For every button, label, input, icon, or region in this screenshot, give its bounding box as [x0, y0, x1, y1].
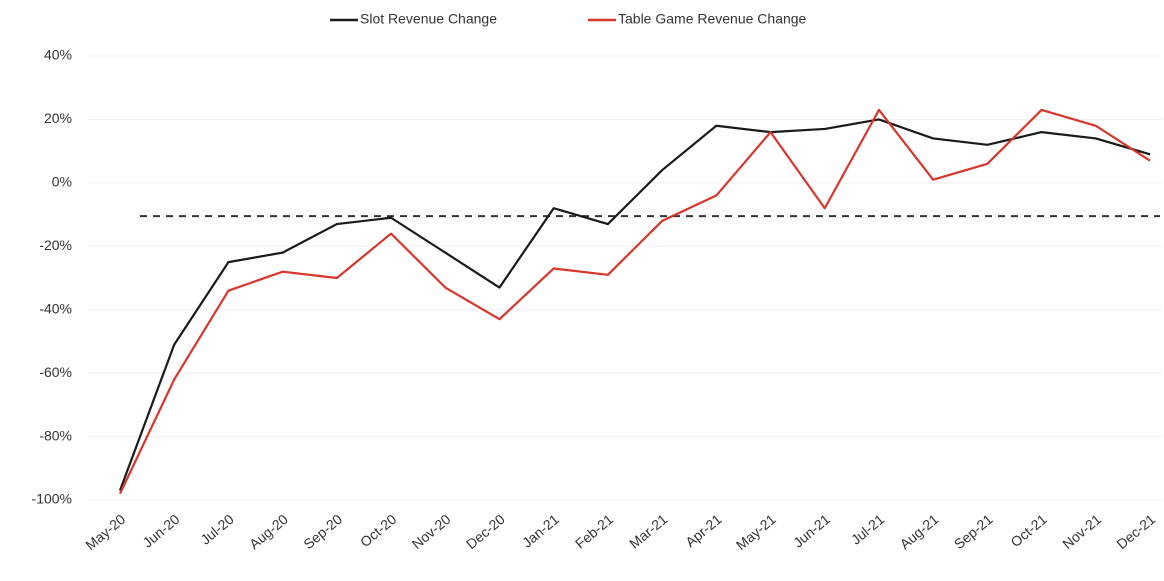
y-tick-label: -60%: [39, 364, 72, 380]
x-tick-label: Aug-20: [246, 511, 291, 552]
x-tick-label: Oct-20: [357, 511, 400, 550]
x-tick-label: Sep-21: [951, 511, 996, 552]
x-tick-label: Sep-20: [300, 511, 345, 552]
y-tick-label: -100%: [32, 491, 72, 507]
x-tick-label: Jan-21: [519, 511, 562, 551]
x-tick-label: Feb-21: [572, 511, 616, 552]
legend-label: Table Game Revenue Change: [618, 11, 807, 27]
series-line: [118, 118, 1151, 491]
x-tick-label: Mar-21: [626, 511, 670, 552]
x-tick-label: Dec-20: [463, 511, 508, 552]
x-tick-label: Nov-20: [409, 511, 454, 552]
x-tick-label: Jun-20: [139, 511, 182, 551]
x-tick-label: Jul-21: [848, 511, 888, 548]
x-tick-label: Jul-20: [197, 511, 237, 548]
x-tick-label: Nov-21: [1059, 511, 1104, 552]
y-tick-label: 20%: [44, 110, 72, 126]
y-tick-label: -40%: [39, 300, 72, 316]
x-tick-label: May-21: [733, 511, 779, 553]
x-tick-label: Aug-21: [897, 511, 942, 552]
x-tick-label: Apr-21: [682, 511, 725, 550]
x-tick-label: Jun-21: [790, 511, 833, 551]
y-tick-label: -80%: [39, 427, 72, 443]
x-tick-label: Dec-21: [1113, 511, 1158, 552]
y-tick-label: 0%: [52, 174, 72, 190]
y-tick-label: 40%: [44, 47, 72, 63]
x-tick-label: May-20: [82, 511, 128, 553]
series-line: [119, 108, 1151, 495]
y-tick-label: -20%: [39, 237, 72, 253]
legend-label: Slot Revenue Change: [360, 11, 497, 27]
x-tick-label: Oct-21: [1007, 511, 1050, 550]
